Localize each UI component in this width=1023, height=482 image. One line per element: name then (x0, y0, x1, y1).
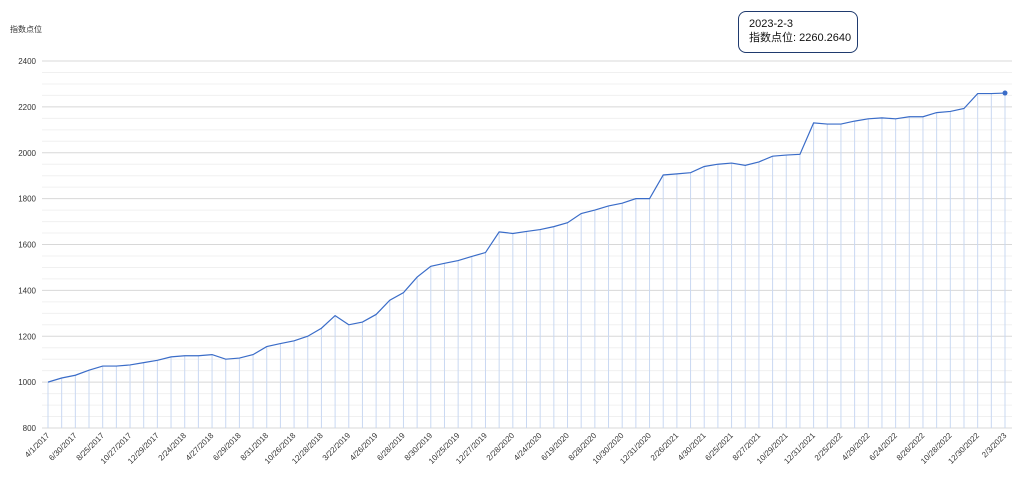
x-tick-label: 6/25/2021 (703, 431, 735, 463)
x-tick-label: 6/30/2017 (47, 431, 79, 463)
tooltip-text: 指数点位: 2260.2640 (749, 32, 852, 44)
y-tick-label: 1800 (18, 195, 36, 204)
x-tick-label: 6/24/2022 (868, 431, 900, 463)
y-tick-label: 2400 (18, 57, 36, 66)
x-tick-label: 2/26/2021 (649, 431, 681, 463)
point-marker (1002, 90, 1008, 96)
y-tick-label: 2000 (18, 149, 36, 158)
y-tick-label: 1200 (18, 332, 36, 341)
x-tick-label: 6/29/2018 (211, 431, 243, 463)
x-tick-label: 2/25/2022 (813, 431, 845, 463)
x-tick-label: 4/26/2019 (348, 431, 380, 463)
x-tick-label: 4/24/2020 (512, 431, 544, 463)
x-tick-label: 6/28/2019 (375, 431, 407, 463)
x-tick-label: 2/24/2018 (157, 431, 189, 463)
x-tick-label: 3/22/2019 (321, 431, 353, 463)
x-tick-label: 4/30/2021 (676, 431, 708, 463)
x-tick-label: 2/28/2020 (485, 431, 517, 463)
x-tick-label: 4/27/2018 (184, 431, 216, 463)
x-tick-label: 4/29/2022 (840, 431, 872, 463)
series-line (47, 92, 1006, 383)
x-tick-label: 6/19/2020 (539, 431, 571, 463)
tooltip-title: 2023-2-3 (749, 18, 794, 30)
y-tick-label: 800 (23, 424, 37, 433)
y-tick-label: 2200 (18, 103, 36, 112)
y-tick-label: 1000 (18, 378, 36, 387)
y-tick-label: 1600 (18, 241, 36, 250)
x-tick-label: 2/3/2023 (980, 431, 1009, 460)
tooltip: 2023-2-3 指数点位: 2260.2640 (738, 11, 858, 53)
y-axis-label: 指数点位 (10, 24, 42, 34)
y-tick-label: 1400 (18, 286, 36, 295)
